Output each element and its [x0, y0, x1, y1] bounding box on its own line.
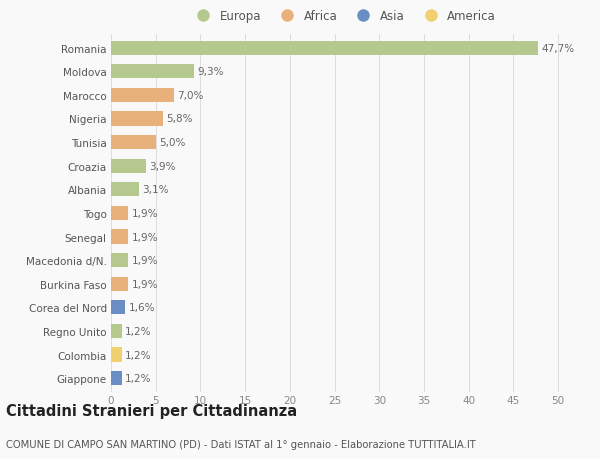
Text: 9,3%: 9,3%	[198, 67, 224, 77]
Bar	[111, 253, 128, 268]
Text: 1,6%: 1,6%	[129, 302, 155, 313]
Bar	[111, 230, 128, 244]
Bar	[111, 65, 194, 79]
Text: 1,9%: 1,9%	[131, 232, 158, 242]
Text: 1,2%: 1,2%	[125, 326, 152, 336]
Bar	[111, 371, 122, 386]
Bar	[111, 89, 173, 103]
Text: 5,8%: 5,8%	[166, 114, 193, 124]
Bar	[111, 159, 146, 174]
Bar	[111, 207, 128, 220]
Bar	[111, 136, 156, 150]
Bar	[111, 348, 122, 362]
Legend: Europa, Africa, Asia, America: Europa, Africa, Asia, America	[189, 7, 498, 25]
Text: 1,2%: 1,2%	[125, 373, 152, 383]
Text: 1,9%: 1,9%	[131, 256, 158, 266]
Bar	[111, 41, 538, 56]
Bar	[111, 324, 122, 338]
Text: Cittadini Stranieri per Cittadinanza: Cittadini Stranieri per Cittadinanza	[6, 403, 297, 419]
Bar	[111, 301, 125, 315]
Bar	[111, 183, 139, 197]
Text: COMUNE DI CAMPO SAN MARTINO (PD) - Dati ISTAT al 1° gennaio - Elaborazione TUTTI: COMUNE DI CAMPO SAN MARTINO (PD) - Dati …	[6, 440, 476, 449]
Text: 1,9%: 1,9%	[131, 279, 158, 289]
Text: 1,9%: 1,9%	[131, 208, 158, 218]
Text: 1,2%: 1,2%	[125, 350, 152, 360]
Text: 47,7%: 47,7%	[541, 44, 574, 54]
Bar	[111, 277, 128, 291]
Text: 3,9%: 3,9%	[149, 161, 176, 171]
Text: 5,0%: 5,0%	[159, 138, 185, 148]
Text: 7,0%: 7,0%	[177, 91, 203, 101]
Bar	[111, 112, 163, 126]
Text: 3,1%: 3,1%	[142, 185, 169, 195]
